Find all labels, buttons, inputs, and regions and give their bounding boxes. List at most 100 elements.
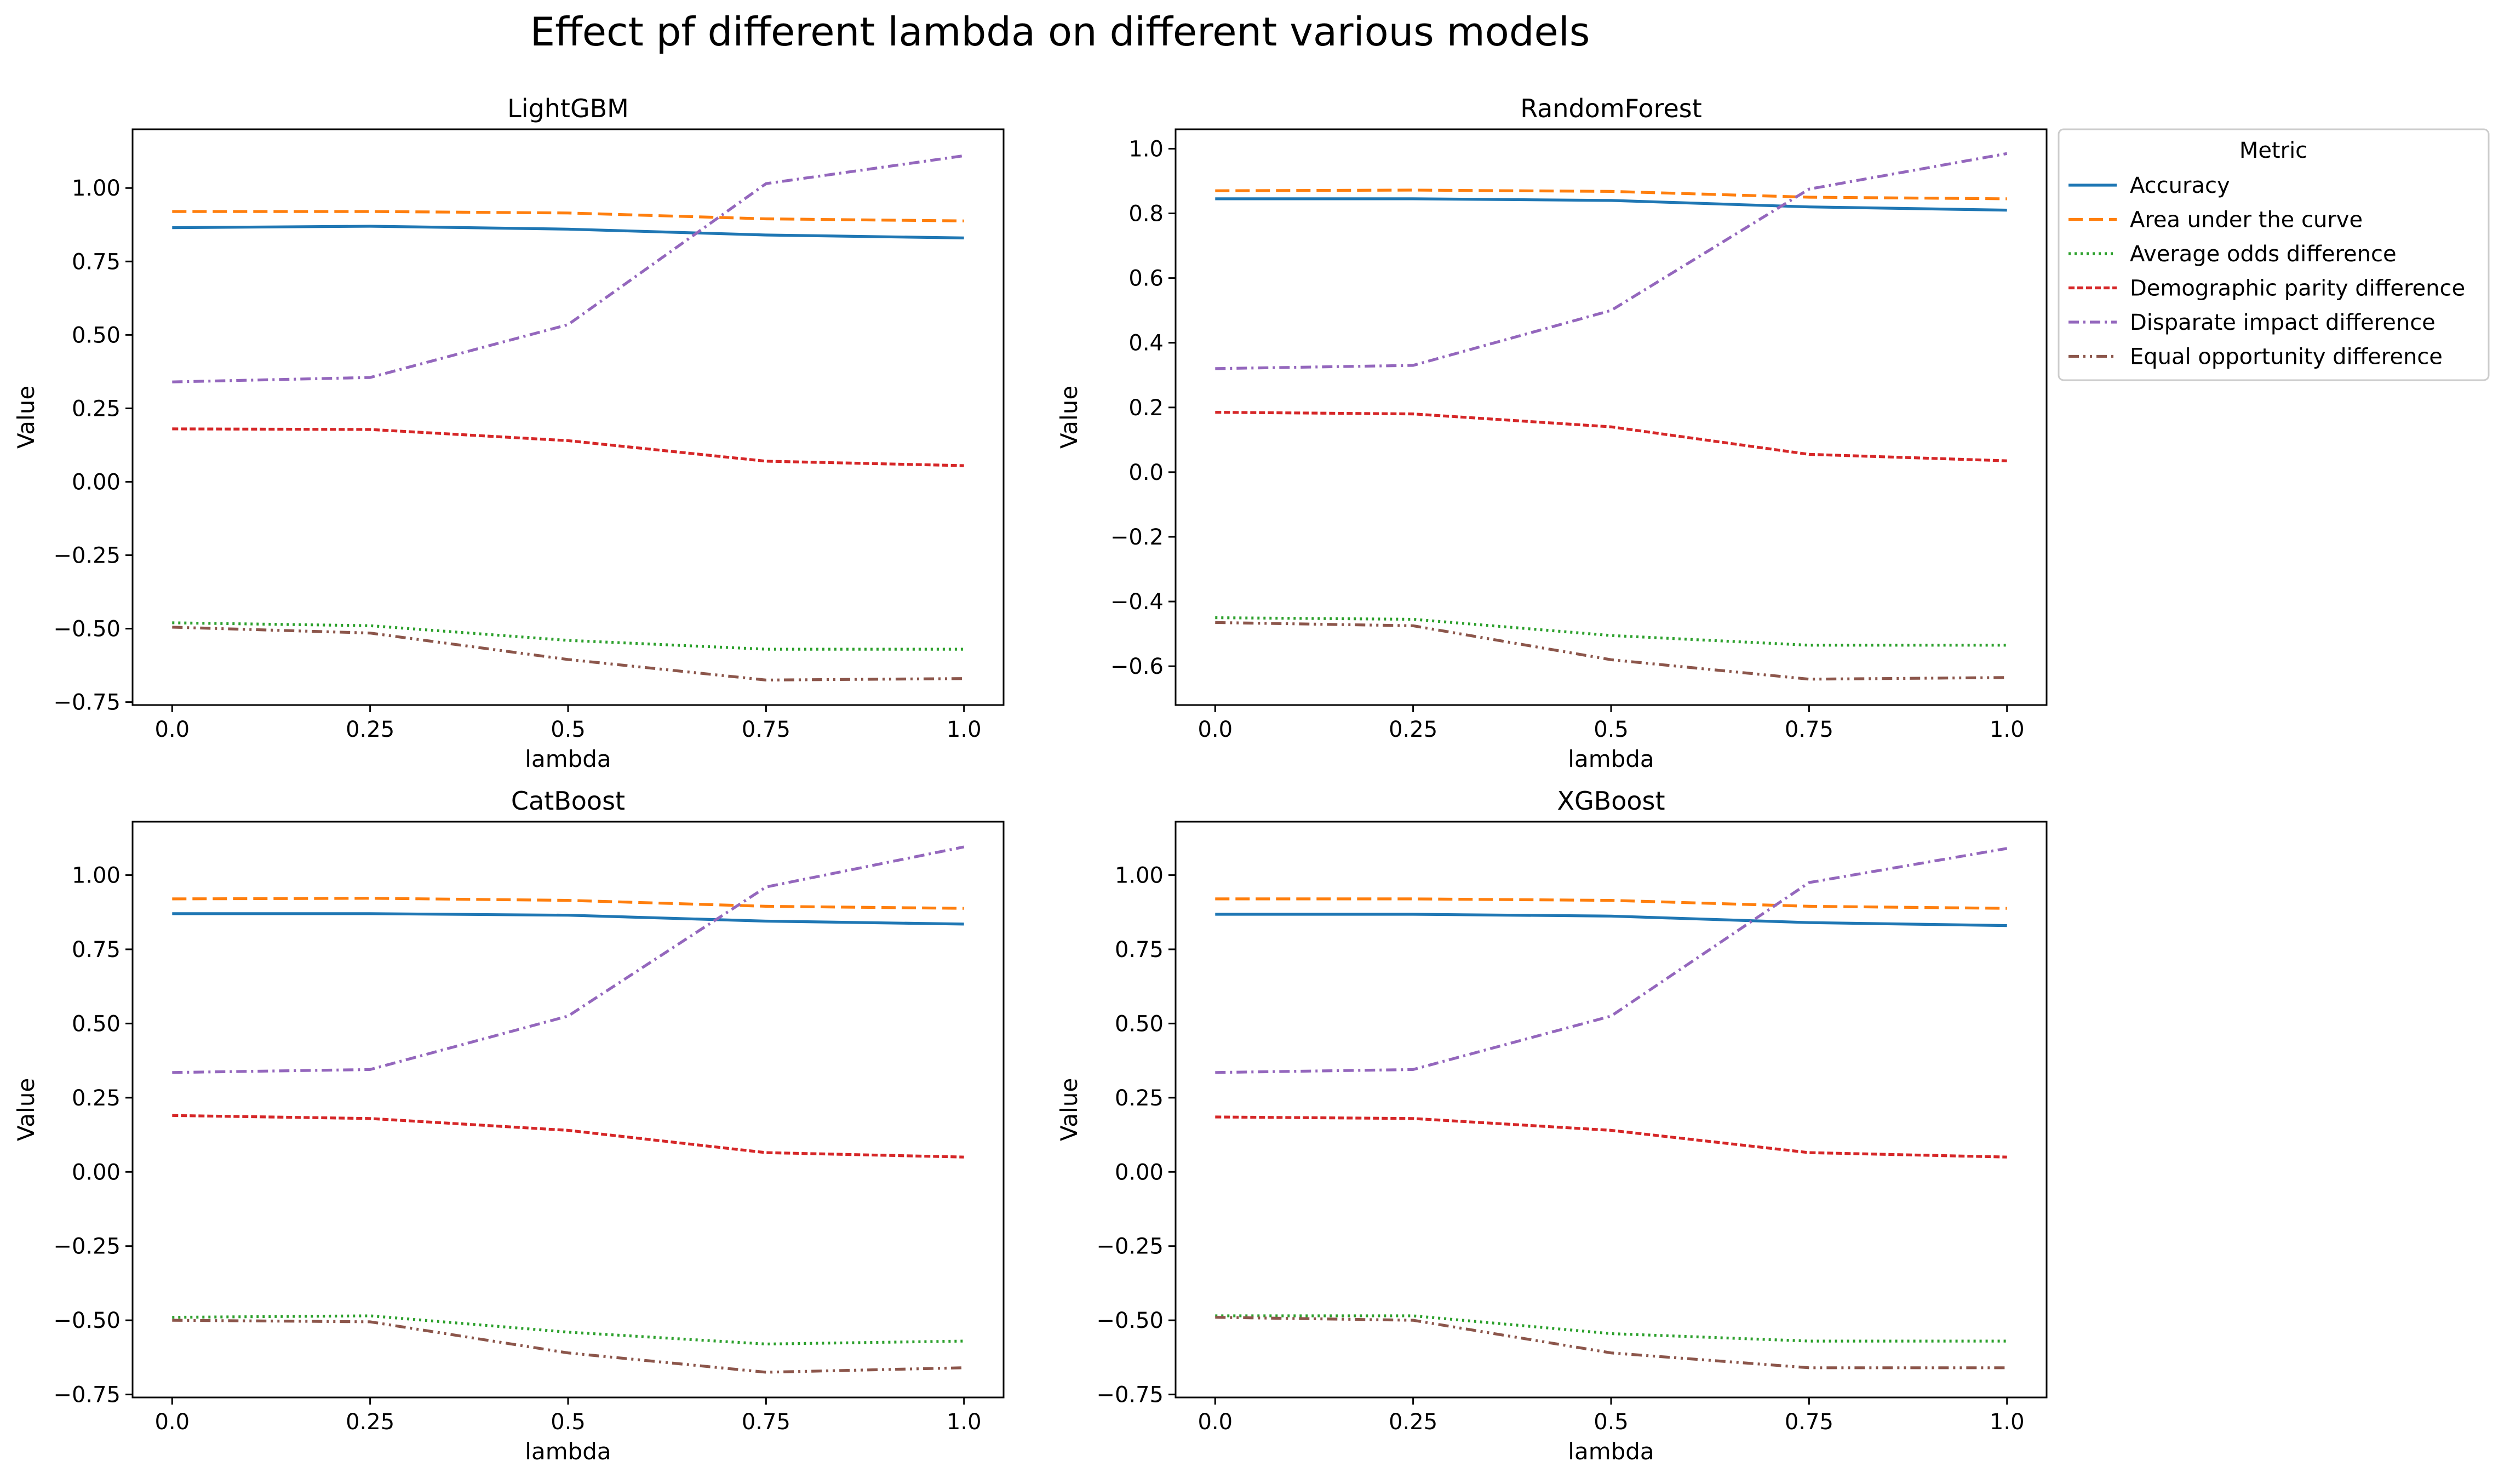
series-line-area-under-the-curve — [1215, 897, 2007, 910]
x-axis-label: lambda — [1568, 746, 1654, 772]
x-tick-label: 0.0 — [1197, 717, 1233, 742]
plot-area — [133, 129, 1004, 705]
series-line-demographic-parity-difference — [172, 1114, 964, 1159]
x-tick-label: 0.75 — [742, 1409, 790, 1435]
y-tick-label: 0.00 — [72, 1160, 121, 1185]
series-line-disparate-impact-difference — [1215, 152, 2008, 370]
series-line-disparate-impact-difference — [172, 154, 965, 383]
series-line-equal-opportunity-difference — [172, 626, 964, 682]
y-tick-label: −0.25 — [1096, 1234, 1164, 1259]
y-tick-label: 0.75 — [72, 937, 121, 962]
subplot-title: LightGBM — [507, 94, 629, 123]
legend-label-equal-opportunity-difference: Equal opportunity difference — [2130, 345, 2443, 370]
x-tick-label: 0.5 — [551, 717, 586, 742]
subplot-xgboost: XGBoost 0.0 0.25 0.5 0.75 1.0 −0.75 −0.50 −0.25 0… — [1056, 786, 2048, 1465]
x-tick-label: 0.25 — [1389, 717, 1437, 742]
y-tick-label: 1.00 — [1115, 863, 1164, 889]
y-tick-label: 0.75 — [1115, 937, 1164, 962]
y-tick-label: 0.50 — [72, 1011, 121, 1036]
x-tick-label: 1.0 — [947, 717, 982, 742]
series-line-accuracy — [172, 225, 964, 239]
x-tick-label: 1.0 — [947, 1409, 982, 1435]
x-tick-label: 0.0 — [154, 717, 190, 742]
subplot-title: CatBoost — [511, 786, 625, 816]
plot-area — [133, 822, 1004, 1397]
y-tick-label: 0.75 — [72, 249, 121, 274]
x-tick-label: 1.0 — [1990, 1409, 2025, 1435]
y-tick-label: −0.25 — [53, 543, 121, 569]
series-line-disparate-impact-difference — [172, 845, 965, 1074]
x-tick-label: 0.0 — [154, 1409, 190, 1435]
series-line-equal-opportunity-difference — [1215, 1316, 2007, 1370]
y-tick-label: 0.50 — [1115, 1011, 1164, 1036]
series-line-area-under-the-curve — [1215, 188, 2007, 200]
y-tick-label: 0.0 — [1128, 460, 1164, 485]
y-tick-label: 0.00 — [1115, 1160, 1164, 1185]
series-line-demographic-parity-difference — [172, 427, 964, 467]
y-tick-label: −0.50 — [1096, 1308, 1164, 1333]
legend-label-disparate-impact-difference: Disparate impact difference — [2130, 310, 2436, 335]
y-tick-label: 1.0 — [1128, 136, 1164, 162]
y-tick-label: −0.2 — [1110, 525, 1164, 550]
x-tick-label: 0.5 — [551, 1409, 586, 1435]
y-tick-label: −0.50 — [53, 1308, 121, 1333]
y-tick-label: −0.75 — [53, 690, 121, 715]
y-axis-label: Value — [13, 1078, 39, 1141]
series-line-accuracy — [172, 912, 964, 926]
x-axis-label: lambda — [1568, 1438, 1654, 1465]
figure-title: Effect pf different lambda on different … — [530, 9, 1590, 55]
plot-area — [1176, 822, 2047, 1397]
x-axis-label: lambda — [525, 1438, 611, 1465]
y-axis-label: Value — [1056, 386, 1082, 449]
legend-label-demographic-parity-difference: Demographic parity difference — [2130, 276, 2465, 301]
y-tick-label: 0.2 — [1128, 396, 1164, 421]
y-tick-label: −0.75 — [53, 1383, 121, 1408]
x-tick-label: 1.0 — [1990, 717, 2025, 742]
x-tick-label: 0.25 — [346, 717, 394, 742]
y-axis-label: Value — [13, 386, 39, 449]
subplot-randomforest: RandomForest 0.0 0.25 0.5 0.75 1.0 −0.6 −0.4 −0.… — [1056, 94, 2048, 772]
x-tick-label: 0.25 — [346, 1409, 394, 1435]
legend-label-average-odds-difference: Average odds difference — [2130, 242, 2397, 267]
series-line-equal-opportunity-difference — [172, 1319, 964, 1374]
subplot-title: RandomForest — [1520, 94, 1702, 123]
y-tick-label: 0.00 — [72, 469, 121, 495]
y-tick-label: −0.4 — [1110, 589, 1164, 615]
legend-entries: Accuracy Area under the curve Average odds… — [2068, 173, 2465, 370]
y-tick-label: 1.00 — [72, 863, 121, 889]
plot-area — [1176, 129, 2047, 705]
legend: Metric Accuracy Area under the curve Avera… — [2058, 128, 2490, 381]
x-tick-label: 0.5 — [1594, 717, 1629, 742]
y-tick-label: −0.50 — [53, 617, 121, 642]
y-tick-label: 0.8 — [1128, 202, 1164, 227]
series-line-accuracy — [1215, 913, 2007, 927]
subplot-title: XGBoost — [1557, 786, 1665, 816]
y-tick-label: 0.25 — [1115, 1086, 1164, 1111]
legend-title: Metric — [2239, 138, 2307, 163]
x-tick-label: 0.75 — [742, 717, 790, 742]
series-line-area-under-the-curve — [172, 210, 964, 222]
y-tick-label: −0.6 — [1110, 654, 1164, 679]
subplot-grid: LightGBM 0.0 0.25 0.5 0.75 1.0 −0.75 −0.50 −0.25… — [13, 94, 2048, 1465]
y-tick-label: 1.00 — [72, 176, 121, 201]
y-tick-label: −0.75 — [1096, 1383, 1164, 1408]
y-tick-label: −0.25 — [53, 1234, 121, 1259]
y-tick-label: 0.4 — [1128, 331, 1164, 356]
series-line-demographic-parity-difference — [1215, 1115, 2007, 1159]
legend-label-area-under-the-curve: Area under the curve — [2130, 208, 2363, 233]
legend-label-accuracy: Accuracy — [2130, 173, 2230, 198]
x-tick-label: 0.75 — [1785, 1409, 1833, 1435]
x-tick-label: 0.25 — [1389, 1409, 1437, 1435]
series-line-accuracy — [1215, 197, 2007, 212]
x-tick-label: 0.75 — [1785, 717, 1833, 742]
x-tick-label: 0.5 — [1594, 1409, 1629, 1435]
legend-frame — [2058, 128, 2490, 381]
series-line-area-under-the-curve — [172, 897, 964, 910]
y-tick-label: 0.25 — [72, 1086, 121, 1111]
y-tick-label: 0.25 — [72, 396, 121, 421]
subplot-catboost: CatBoost 0.0 0.25 0.5 0.75 1.0 −0.75 −0.50 −0.25… — [13, 786, 1005, 1465]
x-axis-label: lambda — [525, 746, 611, 772]
series-line-demographic-parity-difference — [1215, 411, 2007, 462]
x-tick-label: 0.0 — [1197, 1409, 1233, 1435]
